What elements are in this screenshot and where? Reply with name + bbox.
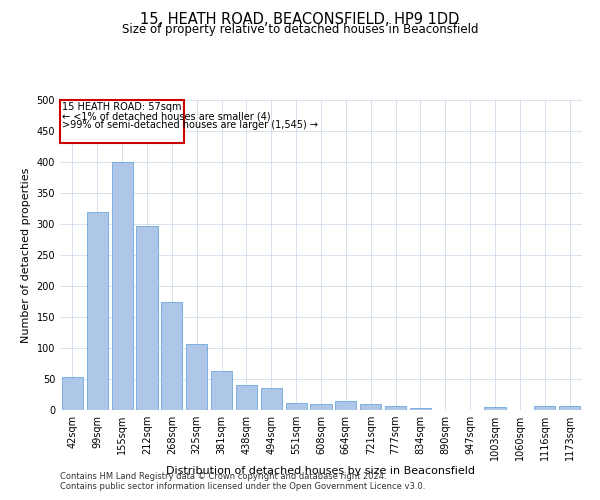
Bar	[87, 212, 108, 410]
Bar	[410, 408, 431, 410]
X-axis label: Distribution of detached houses by size in Beaconsfield: Distribution of detached houses by size …	[167, 466, 476, 476]
Y-axis label: Number of detached properties: Number of detached properties	[21, 168, 31, 342]
Text: 15, HEATH ROAD, BEACONSFIELD, HP9 1DD: 15, HEATH ROAD, BEACONSFIELD, HP9 1DD	[140, 12, 460, 28]
Bar	[559, 406, 580, 410]
Text: Contains public sector information licensed under the Open Government Licence v3: Contains public sector information licen…	[60, 482, 425, 491]
Bar	[112, 162, 133, 410]
Bar	[186, 344, 207, 410]
Text: ← <1% of detached houses are smaller (4): ← <1% of detached houses are smaller (4)	[62, 111, 271, 121]
Text: Size of property relative to detached houses in Beaconsfield: Size of property relative to detached ho…	[122, 22, 478, 36]
Bar	[236, 385, 257, 410]
Bar	[211, 371, 232, 410]
Bar	[286, 403, 307, 410]
Bar	[261, 388, 282, 410]
Text: >99% of semi-detached houses are larger (1,545) →: >99% of semi-detached houses are larger …	[62, 120, 319, 130]
Bar	[62, 376, 83, 410]
Text: 15 HEATH ROAD: 57sqm: 15 HEATH ROAD: 57sqm	[62, 102, 182, 113]
Bar	[136, 226, 158, 410]
Bar	[60, 100, 184, 144]
Bar	[161, 302, 182, 410]
Bar	[360, 404, 381, 410]
Bar	[385, 406, 406, 410]
Bar	[534, 406, 555, 410]
Text: Contains HM Land Registry data © Crown copyright and database right 2024.: Contains HM Land Registry data © Crown c…	[60, 472, 386, 481]
Bar	[310, 404, 332, 410]
Bar	[484, 407, 506, 410]
Bar	[335, 400, 356, 410]
